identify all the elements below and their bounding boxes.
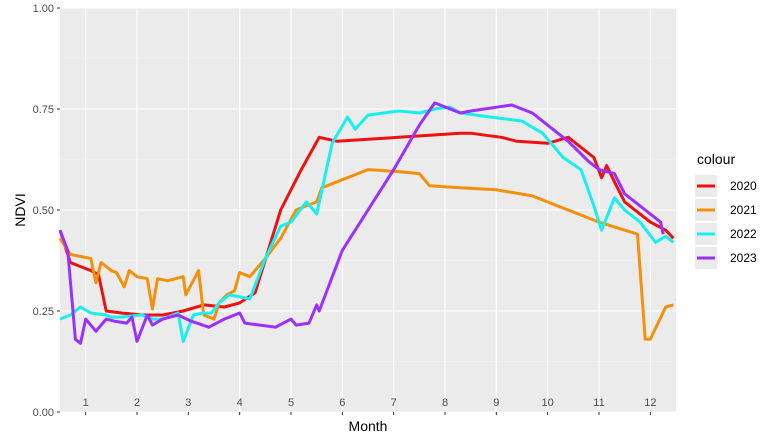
- x-tick-label: 8: [442, 397, 448, 409]
- y-tick-label: 0.75: [33, 104, 54, 116]
- series-line-2021: [58, 168, 674, 341]
- legend-label-2020: 2020: [730, 179, 757, 193]
- y-tick-label: 0.25: [33, 306, 54, 318]
- x-tick-label: 9: [493, 397, 499, 409]
- x-tick-label: 7: [391, 397, 397, 409]
- x-tick-label: 3: [185, 397, 191, 409]
- y-tick-label: 0.00: [33, 407, 54, 419]
- x-axis-title: Month: [349, 418, 388, 434]
- legend-label-2021: 2021: [730, 203, 757, 217]
- y-axis: 0.00 0.25 0.50 0.75 1.00: [33, 3, 60, 419]
- x-tick-label: 12: [644, 397, 656, 409]
- x-tick-label: 6: [339, 397, 345, 409]
- series-layer: [58, 101, 675, 345]
- x-tick-label: 5: [288, 397, 294, 409]
- x-axis: 1 2 3 4 5 6 7 8 9 10 11 12: [83, 397, 656, 415]
- y-tick-label: 1.00: [33, 3, 54, 15]
- series-line-2023: [58, 101, 665, 345]
- x-tick-label: 2: [134, 397, 140, 409]
- legend-label-2022: 2022: [730, 227, 757, 241]
- x-tick-label: 4: [237, 397, 243, 409]
- x-tick-label: 10: [542, 397, 554, 409]
- legend: colour 2020 2021 2022 2023: [695, 151, 757, 269]
- x-tick-label: 11: [593, 397, 604, 409]
- legend-label-2023: 2023: [730, 251, 757, 265]
- y-axis-title: NDVI: [12, 193, 28, 226]
- y-tick-label: 0.50: [33, 205, 54, 217]
- legend-title: colour: [697, 151, 735, 167]
- x-tick-label: 1: [83, 397, 89, 409]
